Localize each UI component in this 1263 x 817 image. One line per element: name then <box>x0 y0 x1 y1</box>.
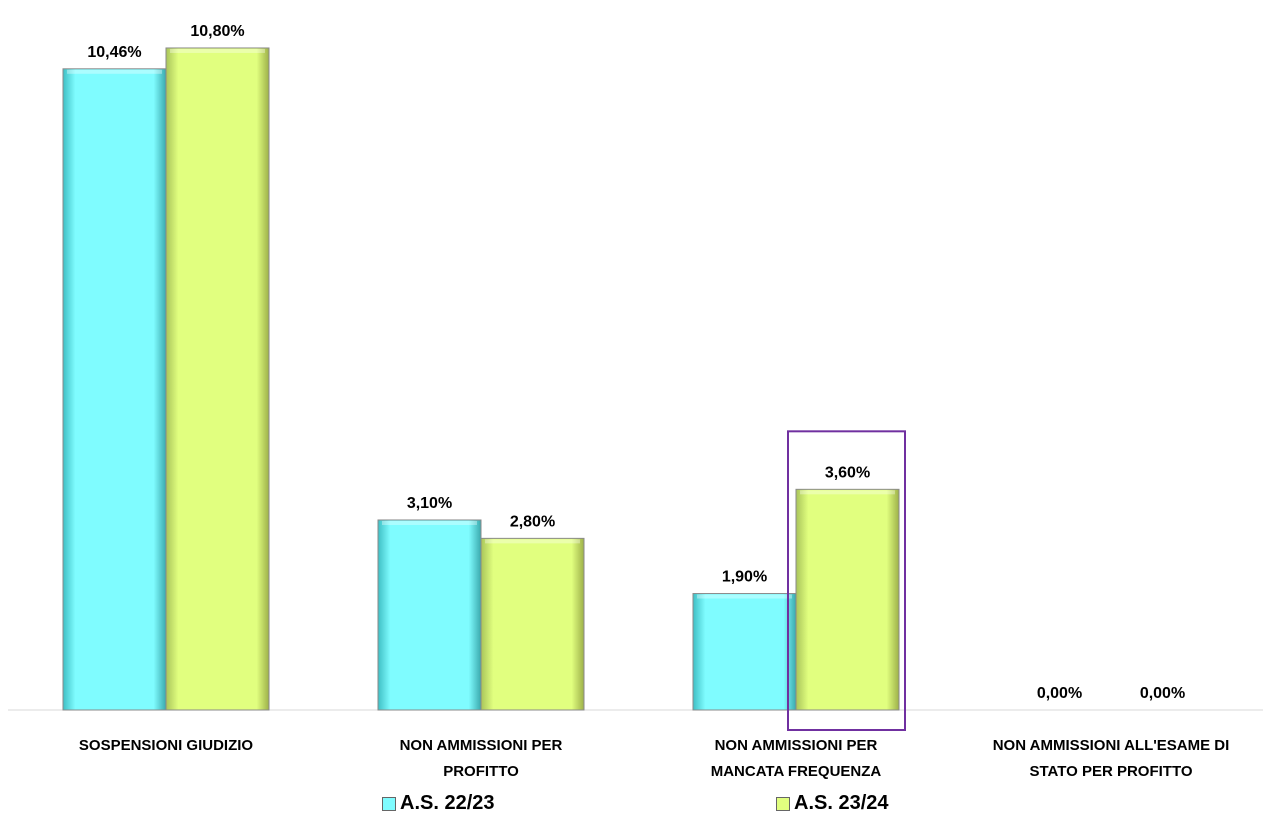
bar-bevel-s2-c2 <box>485 539 580 544</box>
value-label-s2-c2: 2,80% <box>510 513 555 530</box>
bar-s2-c2 <box>480 537 585 711</box>
legend-item-series-1: A.S. 22/23 <box>382 792 495 815</box>
legend-swatch-green <box>776 796 790 811</box>
category-label-4-line-1: NON AMMISSIONI ALL'ESAME DI <box>993 737 1230 754</box>
bar-s2-c3 <box>795 488 900 711</box>
bars-group <box>62 47 906 731</box>
value-label-s2-c1: 10,80% <box>190 23 244 40</box>
bar-s1-c1 <box>62 68 167 711</box>
value-label-s1-c2: 3,10% <box>407 495 452 512</box>
category-label-2-line-2: PROFITTO <box>443 763 519 780</box>
bar-s1-c3 <box>692 593 797 711</box>
legend-label-series-1: A.S. 22/23 <box>400 792 495 814</box>
legend-item-series-2: A.S. 23/24 <box>776 792 889 815</box>
bar-s2-c1 <box>165 47 270 711</box>
category-label-4-line-2: STATO PER PROFITTO <box>1029 763 1192 780</box>
value-label-s1-c3: 1,90% <box>722 569 767 586</box>
value-label-s1-c4: 0,00% <box>1037 685 1082 702</box>
bar-bevel-s1-c2 <box>382 520 477 525</box>
category-label-2-line-1: NON AMMISSIONI PER <box>400 737 563 754</box>
bar-bevel-s1-c3 <box>697 594 792 599</box>
category-label-3-line-1: NON AMMISSIONI PER <box>715 737 878 754</box>
highlight-box <box>787 430 906 731</box>
category-label-3-line-2: MANCATA FREQUENZA <box>711 763 882 780</box>
bar-bevel-s2-c1 <box>170 48 265 53</box>
bar-bevel-s1-c1 <box>67 69 162 74</box>
value-label-s1-c1: 10,46% <box>87 44 141 61</box>
legend-swatch-cyan <box>382 796 396 811</box>
bar-s1-c2 <box>377 519 482 711</box>
value-label-s2-c4: 0,00% <box>1140 685 1185 702</box>
value-labels-group: 10,46% 10,80% 3,10% 2,80% 1,90% 3,60% 0,00% 0,0… <box>87 23 1185 702</box>
bar-bevel-s2-c3 <box>800 490 895 495</box>
value-label-s2-c3: 3,60% <box>825 464 870 481</box>
category-labels-group: SOSPENSIONI GIUDIZIO NON AMMISSIONI PER PR… <box>79 737 1229 780</box>
category-label-1-line-1: SOSPENSIONI GIUDIZIO <box>79 737 254 754</box>
legend-label-series-2: A.S. 23/24 <box>794 792 889 814</box>
